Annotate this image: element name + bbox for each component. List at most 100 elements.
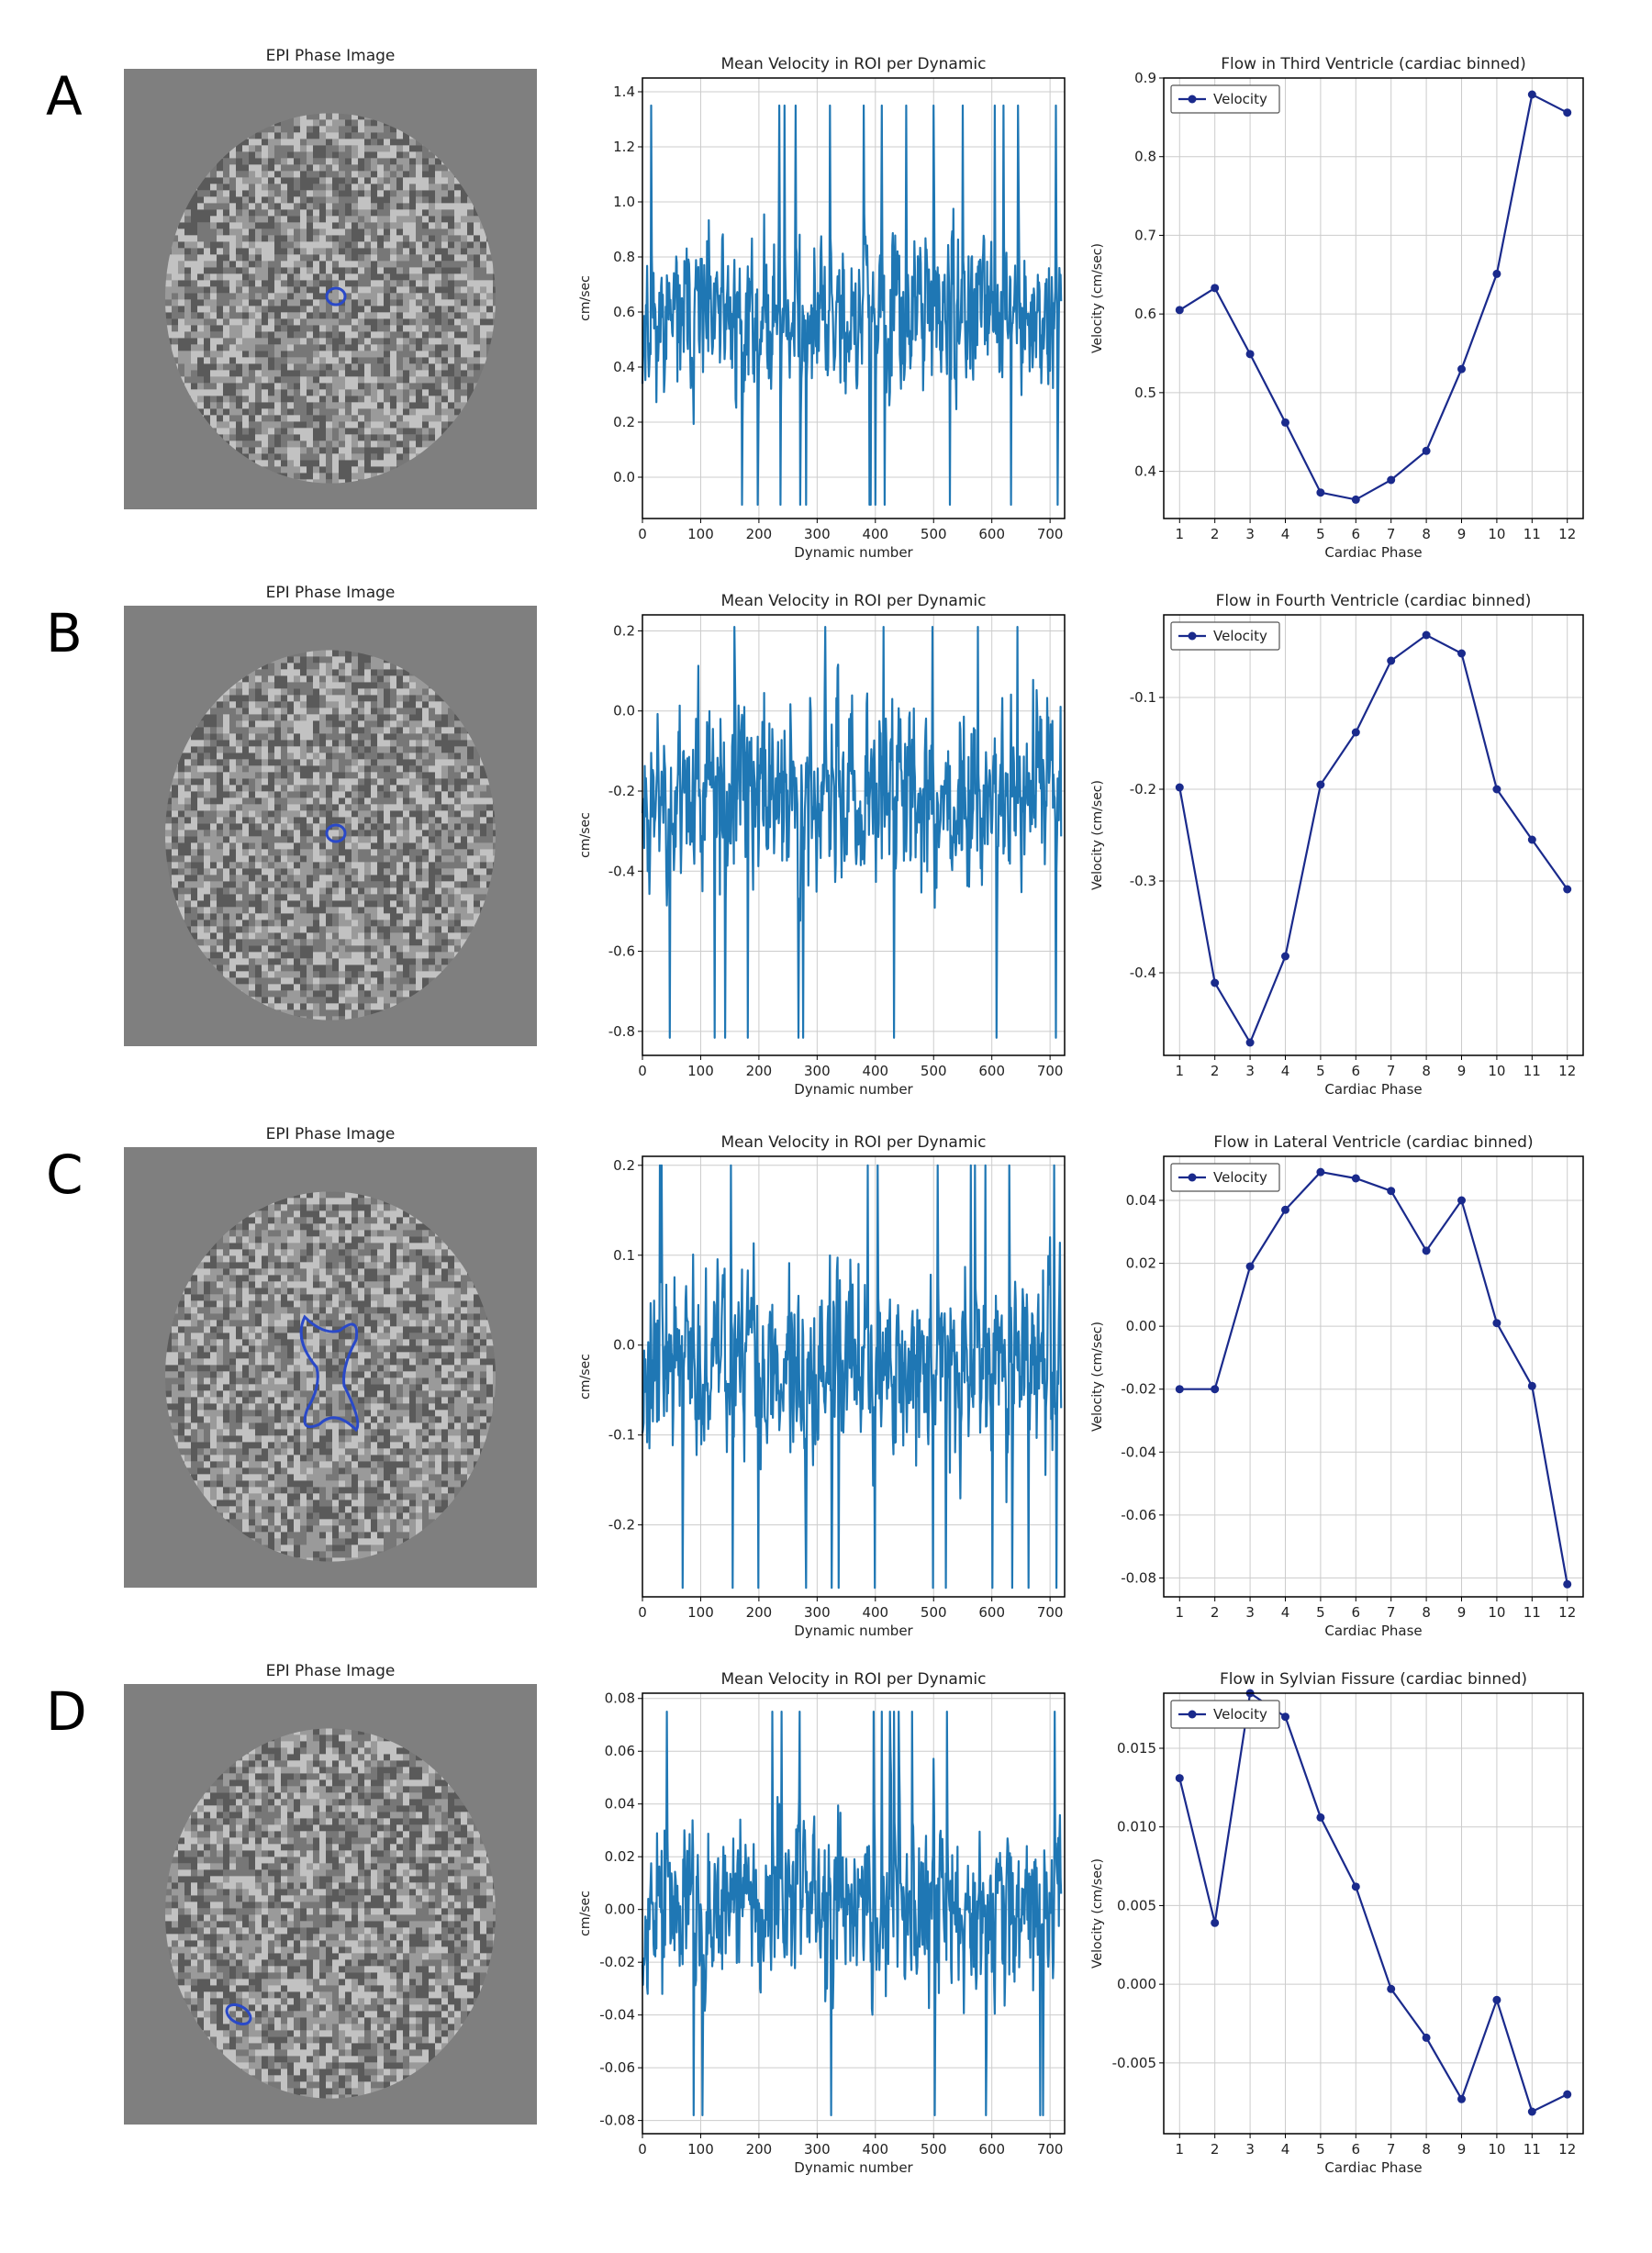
axes-frame	[1163, 1692, 1584, 2135]
noise-light	[165, 1728, 496, 2099]
axes-frame	[642, 1692, 1066, 2135]
xtick-label: 7	[1387, 526, 1396, 542]
xtick-label: 10	[1488, 1063, 1505, 1079]
epi-phase-image: EPI Phase Image	[124, 47, 537, 509]
velocity-point-9	[1457, 2094, 1467, 2103]
velocity-point-4	[1280, 418, 1289, 427]
xtick-label: 500	[921, 1063, 947, 1079]
ytick-label: -0.8	[608, 1023, 635, 1040]
ytick-label: 0.06	[605, 1743, 635, 1759]
ytick-label: -0.08	[599, 2113, 635, 2129]
xtick-label: 4	[1281, 526, 1290, 542]
grid	[1164, 1156, 1583, 1597]
ytick-label: 1.0	[613, 194, 635, 210]
xtick-label: 700	[1037, 2141, 1064, 2158]
xtick-label: 12	[1558, 526, 1576, 542]
roi-shape	[325, 286, 347, 307]
xtick-label: 400	[862, 2141, 888, 2158]
velocity-point-12	[1563, 1579, 1572, 1589]
velocity-line	[1178, 1691, 1568, 2114]
ytick-label: 0.010	[1117, 1819, 1156, 1835]
velocity-point-2	[1211, 978, 1220, 987]
velocity-point-3	[1245, 1262, 1255, 1271]
xtick-label: 400	[862, 526, 888, 542]
ytick-label: 0.7	[1134, 227, 1156, 243]
roi-shape	[225, 2003, 252, 2025]
timeseries-ylabel: cm/sec	[578, 812, 593, 858]
xtick-label: 5	[1316, 1063, 1325, 1079]
xtick-label: 400	[862, 1604, 888, 1621]
legend: Velocity	[1170, 621, 1280, 651]
ytick-label: 0.1	[613, 1247, 635, 1264]
velocity-point-1	[1175, 306, 1184, 315]
ytick-label: -0.4	[608, 863, 635, 879]
xtick-label: 200	[746, 526, 773, 542]
velocity-point-4	[1280, 1205, 1289, 1214]
ytick-label: 0.4	[613, 359, 635, 375]
ytick-label: 0.2	[613, 414, 635, 430]
ytick-label: 0.2	[613, 1157, 635, 1174]
xtick-label: 5	[1316, 1604, 1325, 1621]
xtick-label: 1	[1176, 2141, 1185, 2158]
axes-frame	[1163, 614, 1584, 1056]
legend-marker	[1188, 1710, 1197, 1719]
binned-title: Flow in Fourth Ventricle (cardiac binned…	[1216, 592, 1532, 610]
roi-contour	[225, 2003, 252, 2025]
ytick-label: 0.0	[613, 1337, 635, 1354]
xtick-label: 500	[921, 2141, 947, 2158]
xtick-label: 12	[1558, 1604, 1576, 1621]
binned-xlabel: Cardiac Phase	[1324, 1081, 1422, 1098]
xtick-label: 9	[1457, 2141, 1467, 2158]
velocity-point-7	[1387, 1187, 1396, 1196]
xtick-label: 2	[1211, 2141, 1220, 2158]
xtick-label: 200	[746, 2141, 773, 2158]
legend: Velocity	[1170, 84, 1280, 114]
noise-mid-light	[165, 1191, 496, 1562]
binned-title: Flow in Sylvian Fissure (cardiac binned)	[1220, 1670, 1527, 1689]
velocity-line	[1178, 633, 1568, 1045]
image-title: EPI Phase Image	[266, 584, 396, 602]
noise-mid-light	[165, 113, 496, 484]
series-line	[641, 626, 1063, 1039]
xtick-label: 200	[746, 1604, 773, 1621]
xtick-label: 6	[1352, 1604, 1361, 1621]
xtick-label: 8	[1422, 526, 1431, 542]
velocity-point-8	[1422, 2033, 1431, 2042]
xtick-label: 10	[1488, 526, 1505, 542]
ytick-label: -0.6	[608, 943, 635, 960]
xtick-label: 500	[921, 526, 947, 542]
panel-letter: C	[46, 1143, 84, 1206]
xtick-label: 9	[1457, 526, 1467, 542]
binned-xlabel: Cardiac Phase	[1324, 1623, 1422, 1639]
xtick-label: 300	[804, 1604, 831, 1621]
timeseries-title: Mean Velocity in ROI per Dynamic	[721, 1670, 987, 1689]
legend: Velocity	[1170, 1700, 1280, 1729]
xtick-label: 3	[1245, 1063, 1255, 1079]
xtick-label: 5	[1316, 526, 1325, 542]
image-title: EPI Phase Image	[266, 1125, 396, 1143]
velocity-point-7	[1387, 656, 1396, 665]
xtick-label: 600	[978, 526, 1005, 542]
ytick-label: 0.04	[1126, 1192, 1156, 1209]
velocity-point-6	[1351, 1882, 1360, 1891]
xtick-label: 12	[1558, 2141, 1576, 2158]
ytick-label: -0.02	[599, 1954, 635, 1970]
xtick-label: 6	[1352, 2141, 1361, 2158]
velocity-point-10	[1492, 785, 1501, 794]
ytick-label: 0.4	[1134, 463, 1156, 480]
xtick-label: 100	[687, 526, 714, 542]
velocity-point-9	[1457, 649, 1467, 658]
noise-mid-light	[165, 1728, 496, 2099]
velocity-point-6	[1351, 495, 1360, 504]
legend-box	[1170, 1163, 1280, 1192]
xtick-label: 1	[1176, 1604, 1185, 1621]
ytick-label: 0.005	[1117, 1897, 1156, 1913]
velocity-point-11	[1527, 90, 1536, 99]
ytick-label: 1.4	[613, 84, 635, 100]
xtick-label: 2	[1211, 526, 1220, 542]
timeseries-title: Mean Velocity in ROI per Dynamic	[721, 1133, 987, 1152]
timeseries-ylabel: cm/sec	[578, 275, 593, 321]
xtick-label: 11	[1524, 2141, 1541, 2158]
timeseries-chart: 0.2 0.0 -0.2 -0.4 -0.6 -0.8 0 100 200 300 400 500 60…	[578, 592, 1066, 1098]
